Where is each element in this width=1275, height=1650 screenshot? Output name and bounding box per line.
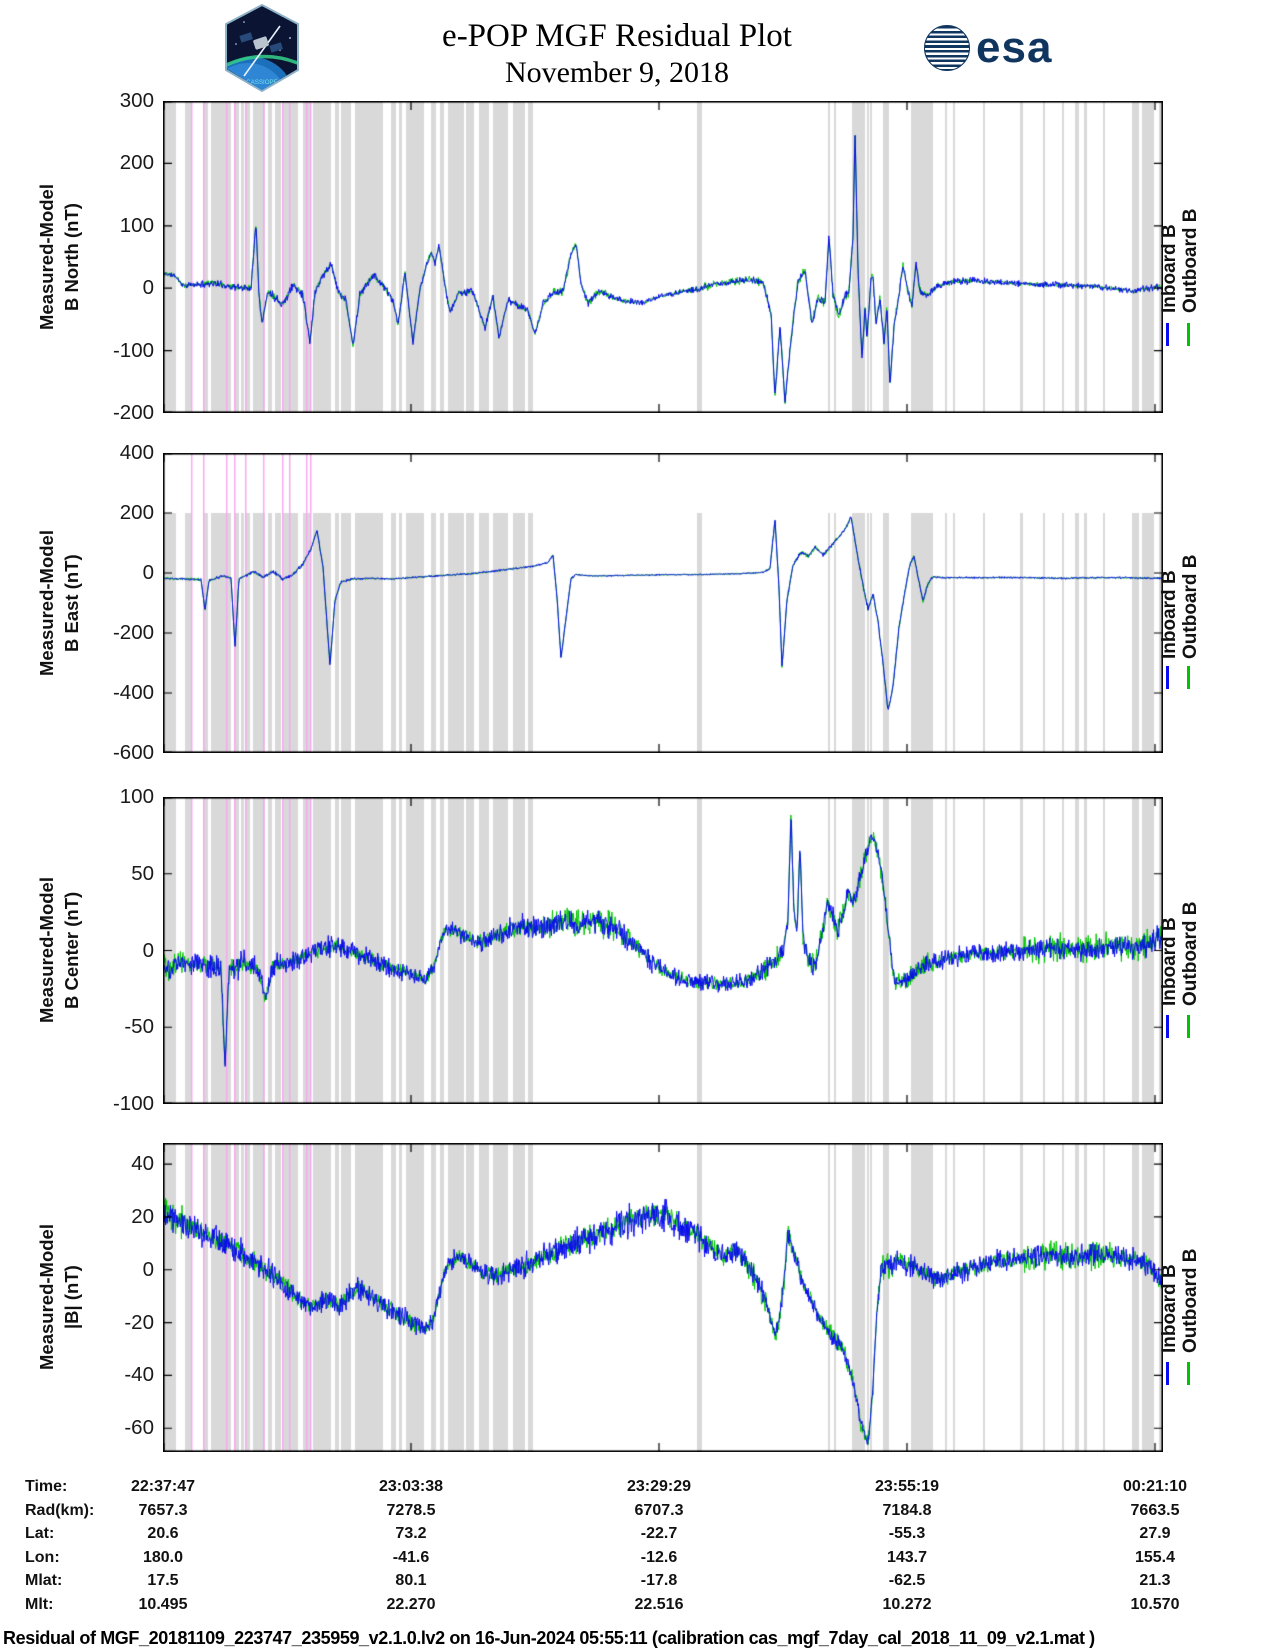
y-tick-label: 300 [119,89,154,112]
y-tick-label: 200 [119,151,154,175]
y-tick-label: -100 [112,338,154,362]
ephemeris-value: 21.3 [1139,1572,1171,1589]
ephemeris-value: 10.495 [138,1595,188,1613]
ephemeris-value: 180.0 [142,1548,184,1566]
ephemeris-row-label: Lon: [25,1548,60,1566]
y-axis-label-b-north: Measured-Model B North (nT) [34,101,86,413]
y-tick-label: 40 [131,1152,154,1176]
ephemeris-value: 10.272 [882,1595,932,1613]
y-tick-label: 50 [131,861,154,885]
y-tick-label: 20 [131,1204,154,1228]
ephemeris-value: 00:21:10 [1122,1478,1188,1495]
ephemeris-value: 7663.5 [1130,1501,1180,1519]
ephemeris-value: -41.6 [392,1548,430,1566]
ephemeris-value: 7657.3 [138,1501,188,1519]
ephemeris-row-label: Mlt: [25,1595,54,1613]
ephemeris-value: 22.270 [386,1595,436,1613]
page-subtitle-date: November 9, 2018 [504,56,730,89]
ephemeris-value: 20.6 [147,1525,179,1542]
y-tick-label: -40 [124,1363,154,1387]
ephemeris-value: 23:29:29 [626,1478,692,1495]
ephemeris-row-label: Time: [25,1478,68,1495]
outboard-color-mark-icon [1187,666,1190,689]
ephemeris-row-label: Rad(km): [25,1501,95,1519]
legend-inboard-label: Inboard B [1159,1264,1180,1354]
y-tick-label: 400 [119,441,154,464]
inboard-color-mark-icon [1166,666,1169,689]
outboard-color-mark-icon [1187,322,1190,346]
y-tick-label: 0 [142,938,154,962]
y-tick-label: 100 [119,785,154,808]
inboard-color-mark-icon [1166,1362,1169,1386]
y-tick-label: 200 [119,501,154,524]
ephemeris-value: 27.9 [1139,1525,1171,1542]
legend-inboard-label: Inboard B [1159,570,1180,659]
esa-logo: esa [924,24,1052,72]
legend-outboard-label: Outboard B [1180,554,1201,660]
svg-text:CASSIOPE: CASSIOPE [246,79,278,86]
ephemeris-value: -62.5 [888,1572,926,1589]
y-tick-label: -100 [112,1092,154,1115]
inboard-color-mark-icon [1166,1014,1169,1038]
legend-outboard-label: Outboard B [1180,208,1201,313]
ephemeris-value: 22:37:47 [130,1478,196,1495]
ephemeris-value: 7184.8 [882,1501,932,1519]
y-tick-label: -20 [124,1310,154,1334]
y-axis-label-b-magnitude: Measured-Model |B| (nT) [34,1143,86,1452]
legend-outboard-label: Outboard B [1180,1248,1201,1354]
cassiope-mission-patch-icon: CASSIOPE [225,4,299,92]
plot-area-b-center [163,797,1163,1104]
y-axis-label-line: |B| (nT) [61,1265,82,1330]
plot-area-b-magnitude [163,1143,1163,1452]
y-axis-label-b-east: Measured-Model B East (nT) [34,453,86,753]
ephemeris-row-label: Mlat: [25,1572,63,1589]
y-tick-label: -50 [124,1015,154,1039]
y-tick-label: -600 [112,741,154,764]
ephemeris-value: 23:03:38 [378,1478,444,1495]
ephemeris-value: -17.8 [640,1572,678,1589]
ephemeris-value: -12.6 [640,1548,678,1566]
ephemeris-value: -22.7 [640,1525,678,1542]
plot-area-b-east [163,453,1163,753]
ephemeris-value: 17.5 [147,1572,179,1589]
legend-inboard-label: Inboard B [1159,223,1180,313]
page-title: e-POP MGF Residual Plot [442,18,792,54]
ephemeris-value: 23:55:19 [874,1478,940,1495]
ephemeris-value: 6707.3 [634,1501,684,1519]
y-axis-label-line: Measured-Model [36,877,57,1024]
y-tick-label: 0 [142,561,154,584]
y-axis-label-line: Measured-Model [36,530,57,676]
y-axis-label-line: Measured-Model [36,184,57,330]
outboard-color-mark-icon [1187,1362,1190,1386]
ephemeris-value: 10.570 [1130,1595,1180,1613]
ephemeris-value: 7278.5 [386,1501,436,1519]
y-tick-label: 100 [119,213,154,237]
esa-globe-icon [924,25,970,71]
esa-wordmark: esa [976,23,1053,72]
ephemeris-value: 155.4 [1134,1548,1176,1566]
y-tick-label: -200 [112,621,154,644]
ephemeris-value: 80.1 [395,1572,427,1589]
plot-area-b-north [163,101,1163,413]
y-axis-label-line: B North (nT) [61,203,82,311]
ephemeris-value: 143.7 [886,1548,928,1566]
y-tick-label: 0 [142,276,154,300]
ephemeris-value: 22.516 [634,1595,684,1613]
y-tick-label: -60 [124,1416,154,1440]
outboard-color-mark-icon [1187,1014,1190,1038]
y-axis-label-line: B East (nT) [61,554,82,652]
legend-outboard-label: Outboard B [1180,901,1201,1007]
ephemeris-row-label: Lat: [25,1525,55,1542]
legend-inboard-label: Inboard B [1159,917,1180,1007]
y-tick-label: -400 [112,681,154,704]
ephemeris-value: 73.2 [395,1525,427,1542]
y-axis-label-line: Measured-Model [36,1224,57,1371]
inboard-color-mark-icon [1166,322,1169,346]
y-tick-label: -200 [112,401,154,424]
ephemeris-value: -55.3 [888,1525,926,1542]
y-tick-label: 0 [142,1257,154,1281]
footer-caption: Residual of MGF_20181109_223747_235959_v… [3,1628,1095,1648]
